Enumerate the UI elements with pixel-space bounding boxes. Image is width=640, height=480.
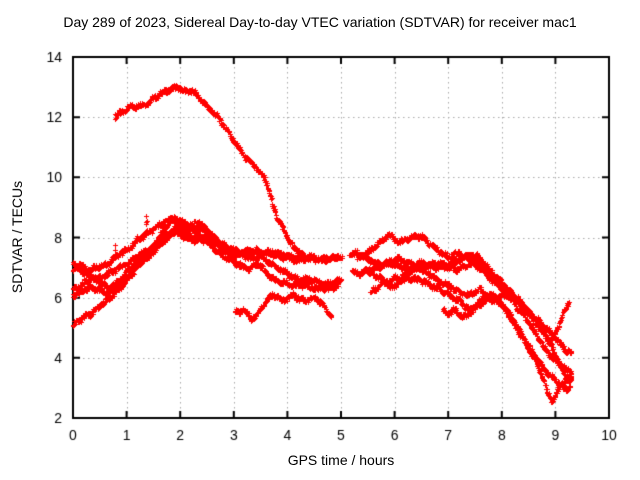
y-axis-label-text: SDTVAR / TECUs [9, 180, 25, 294]
x-axis-label: GPS time / hours [287, 452, 395, 468]
